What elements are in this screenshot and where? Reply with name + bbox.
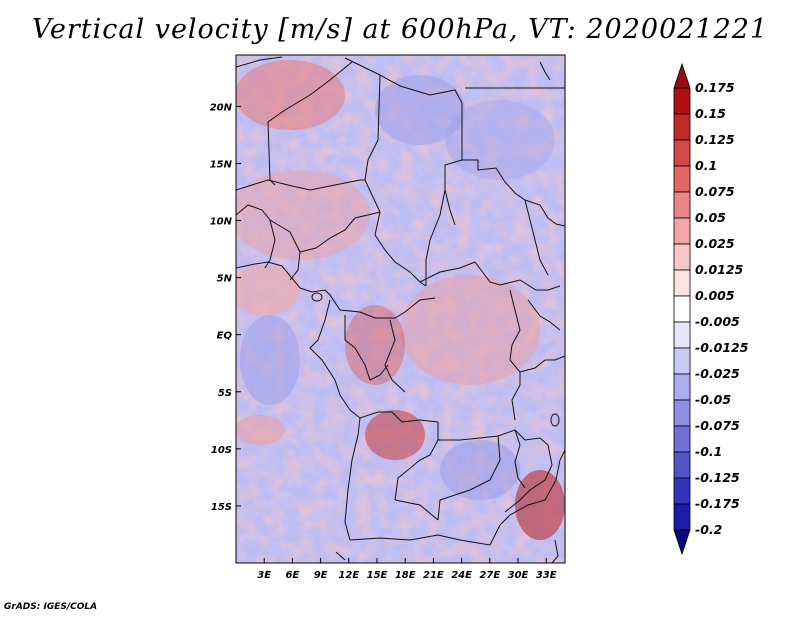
colorbar-label: -0.0125	[695, 340, 749, 355]
colorbar-label: -0.125	[695, 470, 740, 485]
colorbar-label: -0.2	[695, 522, 722, 537]
grads-credit: GrADS: IGES/COLA	[4, 602, 98, 612]
lon-label: 3E	[257, 570, 271, 581]
colorbar-swatch	[673, 243, 691, 271]
lon-label: 27E	[479, 570, 500, 581]
colorbar-label: 0.175	[695, 80, 735, 95]
lon-label: 6E	[286, 570, 300, 581]
vertical-velocity-field	[236, 55, 565, 563]
lat-label: 5N	[217, 274, 233, 285]
lat-label: EQ	[217, 331, 233, 342]
colorbar-swatch	[673, 87, 691, 115]
colorbar-swatch	[673, 399, 691, 427]
colorbar-label: 0.125	[695, 132, 735, 147]
colorbar-swatch	[673, 139, 691, 167]
lat-label: 15N	[210, 159, 233, 170]
lon-label: 30E	[508, 570, 529, 581]
colorbar-label: 0.15	[695, 106, 726, 121]
map-frame	[235, 54, 566, 564]
lon-label: 24E	[451, 570, 472, 581]
colorbar-swatch	[673, 477, 691, 505]
lon-label: 33E	[536, 570, 557, 581]
lat-label: 20N	[210, 102, 233, 113]
colorbar-swatch	[673, 295, 691, 323]
colorbar-label: -0.025	[695, 366, 740, 381]
colorbar-swatch	[673, 217, 691, 245]
lon-label: 9E	[314, 570, 328, 581]
latitude-axis: 20N 15N 10N 5N EQ 5S 10S 15S	[210, 102, 241, 513]
map-title: Vertical velocity [m/s] at 600hPa, VT: 2…	[31, 14, 769, 45]
colorbar-label: 0.1	[695, 158, 717, 173]
colorbar-swatch	[673, 165, 691, 193]
lon-label: 18E	[395, 570, 416, 581]
longitude-axis: 3E 6E 9E 12E 15E 18E 21E 24E 27E 30E 33E	[257, 558, 557, 581]
colorbar-label: -0.175	[695, 496, 740, 511]
colorbar-label: -0.075	[695, 418, 740, 433]
lon-label: 21E	[423, 570, 444, 581]
colorbar-label: 0.025	[695, 236, 735, 251]
lon-label: 15E	[367, 570, 388, 581]
country-borders	[236, 56, 565, 563]
colorbar-swatch	[673, 269, 691, 297]
colorbar-label: 0.0125	[695, 262, 744, 277]
colorbar-swatch	[673, 425, 691, 453]
colorbar: 0.175 0.15 0.125 0.1 0.075 0.05 0.025 0.0125 0.0…	[673, 62, 749, 556]
colorbar-label: 0.005	[695, 288, 735, 303]
colorbar-swatch	[673, 113, 691, 141]
colorbar-swatch	[673, 451, 691, 479]
lat-label: 10S	[211, 445, 232, 456]
colorbar-swatch	[673, 191, 691, 219]
colorbar-label: 0.05	[695, 210, 726, 225]
lat-label: 10N	[210, 217, 233, 228]
colorbar-label: -0.005	[695, 314, 740, 329]
colorbar-swatch	[673, 321, 691, 349]
lat-label: 5S	[218, 388, 232, 399]
colorbar-max-arrow	[673, 62, 691, 89]
colorbar-label: -0.05	[695, 392, 731, 407]
colorbar-label: -0.1	[695, 444, 722, 459]
colorbar-swatch	[673, 347, 691, 375]
lat-label: 15S	[211, 502, 232, 513]
lon-label: 12E	[338, 570, 359, 581]
colorbar-min-arrow	[673, 529, 691, 556]
colorbar-label: 0.075	[695, 184, 735, 199]
colorbar-swatch	[673, 503, 691, 531]
colorbar-swatch	[673, 373, 691, 401]
